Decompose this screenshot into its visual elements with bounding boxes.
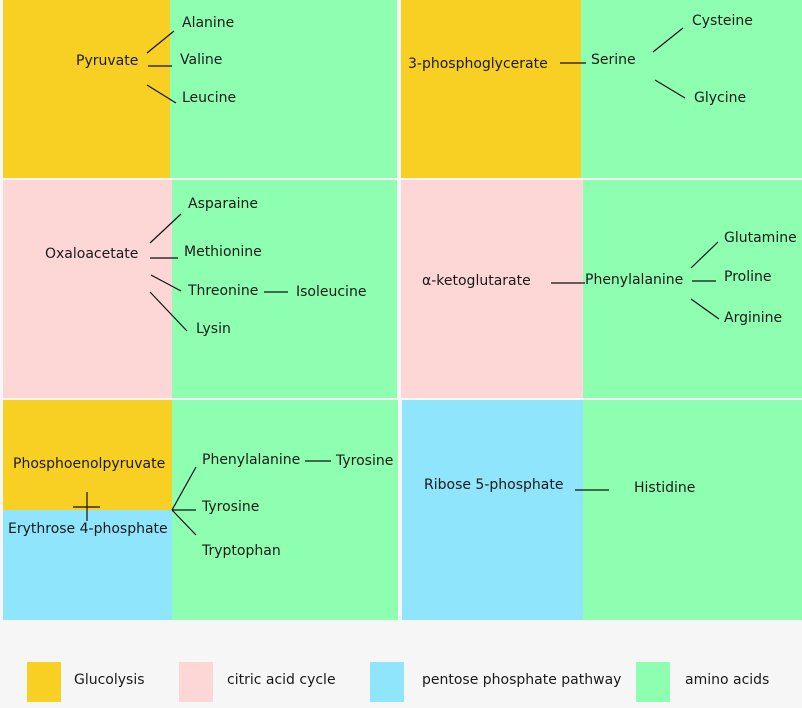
- oxaloacetate-label: Oxaloacetate: [45, 246, 139, 262]
- glycine-label: Glycine: [694, 90, 747, 106]
- threonine-label: Threonine: [188, 283, 259, 299]
- erythrose-label: Erythrose 4-phosphate: [8, 521, 168, 537]
- ribose-block: [402, 400, 583, 620]
- phenylalanine-label: Phenylalanine: [202, 452, 301, 468]
- phosphoglycerate-amino-block: [581, 0, 802, 178]
- tyrosine-label: Tyrosine: [202, 499, 260, 515]
- legend-label-glycolysis: Glucolysis: [74, 672, 145, 688]
- legend-swatch-amino-acids: [636, 662, 670, 702]
- oxaloacetate-block: [3, 180, 172, 398]
- glutamine-label: Glutamine: [724, 230, 797, 246]
- legend-label-citric-acid-cycle: citric acid cycle: [227, 672, 336, 688]
- ribose-label: Ribose 5-phosphate: [424, 477, 564, 493]
- histidine-label: Histidine: [634, 480, 696, 496]
- leucine-label: Leucine: [182, 90, 237, 106]
- legend-swatch-glycolysis: [27, 662, 61, 702]
- valine-label: Valine: [180, 52, 223, 68]
- phosphoenolpyruvate-label: Phosphoenolpyruvate: [13, 456, 166, 472]
- legend-swatch-pentose-phosphate: [370, 662, 404, 702]
- methionine-label: Methionine: [184, 244, 262, 260]
- arginine-label: Arginine: [724, 310, 783, 326]
- erythrose-block: [3, 510, 172, 620]
- aromatic-amino-block: [172, 400, 398, 620]
- pyruvate-block: [3, 0, 170, 178]
- tryptophan-label: Tryptophan: [202, 543, 281, 559]
- lysin-label: Lysin: [196, 321, 231, 337]
- ketoglutarate-block: [401, 180, 583, 398]
- phosphoglycerate-block: [401, 0, 581, 178]
- pyruvate-amino-block: [170, 0, 397, 178]
- cysteine-label: Cysteine: [692, 13, 753, 29]
- proline-label: Proline: [724, 269, 772, 285]
- ribose-amino-block: [583, 400, 802, 620]
- alanine-label: Alanine: [182, 15, 235, 31]
- legend-label-amino-acids: amino acids: [685, 672, 770, 688]
- isoleucine-label: Isoleucine: [296, 284, 367, 300]
- legend-label-pentose-phosphate: pentose phosphate pathway: [422, 672, 622, 688]
- ketoglutarate-label: α-ketoglutarate: [422, 273, 531, 289]
- legend-swatch-citric-acid-cycle: [179, 662, 213, 702]
- tyrosine-from-phenylalanine-label: Tyrosine: [336, 453, 394, 469]
- phenylalanine-intermediate-label: Phenylalanine: [585, 272, 684, 288]
- ketoglutarate-amino-block: [583, 180, 802, 398]
- pyruvate-label: Pyruvate: [76, 53, 139, 69]
- asparaine-label: Asparaine: [188, 196, 259, 212]
- serine-label: Serine: [591, 52, 636, 68]
- phosphoglycerate-label: 3-phosphoglycerate: [408, 56, 548, 72]
- oxaloacetate-amino-block: [172, 180, 397, 398]
- phosphoenolpyruvate-block: [3, 400, 172, 510]
